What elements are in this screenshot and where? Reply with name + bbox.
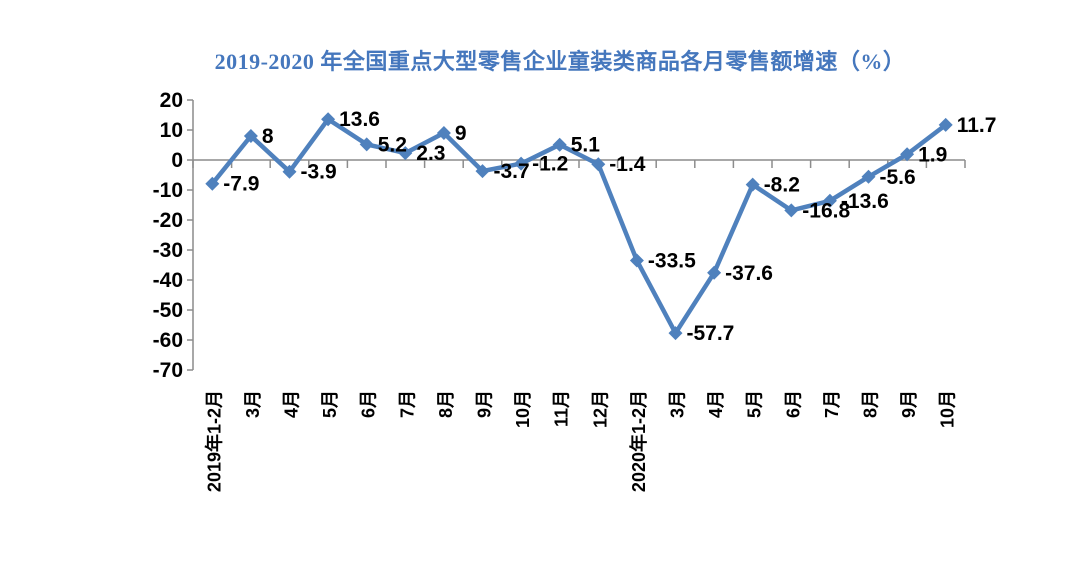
x-axis-category-label: 3月 xyxy=(668,390,688,418)
data-point-label: -1.2 xyxy=(532,153,568,176)
data-point-marker xyxy=(205,176,220,191)
x-axis-category-label: 8月 xyxy=(436,390,456,418)
data-point-label: -7.9 xyxy=(223,173,259,196)
data-point-label: 9 xyxy=(455,122,467,145)
data-point-marker xyxy=(745,177,760,192)
data-point-marker xyxy=(707,265,722,280)
y-axis-tick-label: -10 xyxy=(153,179,183,202)
data-point-marker xyxy=(591,157,606,172)
data-point-marker xyxy=(552,137,567,152)
data-point-marker xyxy=(282,164,297,179)
x-axis-category-label: 4月 xyxy=(282,390,302,418)
x-axis-category-label: 3月 xyxy=(243,390,263,418)
y-axis-tick-label: 20 xyxy=(160,89,183,112)
y-axis-tick-label: -60 xyxy=(153,329,183,352)
data-point-label: -13.6 xyxy=(841,190,889,213)
data-point-label: 1.9 xyxy=(918,143,947,166)
x-axis-category-label: 7月 xyxy=(397,390,417,418)
data-point-label: 11.7 xyxy=(957,114,997,137)
x-axis-category-label: 2019年1-2月 xyxy=(203,390,224,492)
chart-title: 2019-2020 年全国重点大型零售企业童装类商品各月零售额增速（%） xyxy=(214,49,906,74)
x-axis-category-label: 10月 xyxy=(513,390,533,428)
data-point-marker xyxy=(475,164,490,179)
data-point-marker xyxy=(938,117,953,132)
y-axis-tick-label: -50 xyxy=(153,299,183,322)
data-point-marker xyxy=(861,169,876,184)
x-axis-category-label: 11月 xyxy=(552,390,572,427)
x-axis-category-label: 12月 xyxy=(590,390,610,428)
data-point-label: 8 xyxy=(262,125,274,148)
data-point-label: -37.6 xyxy=(725,262,773,285)
data-point-label: -16.8 xyxy=(802,199,850,222)
data-point-label: -3.9 xyxy=(301,161,337,184)
y-axis-tick-label: -30 xyxy=(153,239,183,262)
y-axis-tick-label: -20 xyxy=(153,209,183,232)
data-point-label: -3.7 xyxy=(494,160,530,183)
data-point-marker xyxy=(629,253,644,268)
x-axis-category-label: 9月 xyxy=(475,390,495,418)
data-point-marker xyxy=(436,126,451,140)
data-point-label: -33.5 xyxy=(648,250,696,273)
data-point-marker xyxy=(398,146,413,161)
data-point-label: 5.1 xyxy=(571,134,601,157)
x-axis-category-label: 10月 xyxy=(938,390,958,428)
y-axis-tick-label: 0 xyxy=(171,149,183,172)
x-axis-category-label: 5月 xyxy=(745,390,765,418)
x-axis-category-label: 2020年1-2月 xyxy=(628,390,649,492)
data-point-label: 2.3 xyxy=(416,142,445,165)
x-axis-category-label: 6月 xyxy=(783,390,803,418)
data-point-marker xyxy=(668,326,683,341)
data-point-label: 5.2 xyxy=(378,133,407,156)
data-point-marker xyxy=(900,147,915,162)
data-point-label: 13.6 xyxy=(339,108,380,131)
data-point-marker xyxy=(514,156,529,171)
data-point-marker xyxy=(243,129,258,143)
data-line xyxy=(210,116,948,336)
data-point-label: -8.2 xyxy=(764,174,800,197)
data-point-label: -1.4 xyxy=(609,153,646,176)
y-axis-tick-label: 10 xyxy=(160,119,183,142)
data-point-marker xyxy=(822,193,837,208)
data-point-marker xyxy=(321,112,336,127)
data-point-label: -5.6 xyxy=(880,166,916,189)
x-axis-category-label: 6月 xyxy=(359,390,379,418)
data-point-label: -57.7 xyxy=(687,322,735,345)
y-axis-tick-label: -70 xyxy=(153,359,183,382)
x-axis-category-label: 4月 xyxy=(706,390,726,418)
x-axis-category-label: 7月 xyxy=(822,390,842,418)
data-point-marker xyxy=(359,137,374,152)
x-axis-category-label: 9月 xyxy=(899,390,919,418)
x-axis-category-label: 8月 xyxy=(861,390,881,418)
y-axis-tick-label: -40 xyxy=(153,269,183,292)
x-axis-category-label: 5月 xyxy=(320,390,340,418)
data-point-marker xyxy=(784,203,799,218)
